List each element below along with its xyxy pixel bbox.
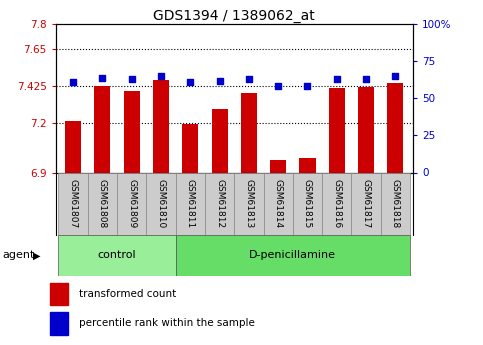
Text: ▶: ▶ — [33, 250, 41, 260]
Point — [128, 76, 136, 82]
Bar — [94, 86, 111, 172]
Bar — [124, 91, 140, 172]
Bar — [153, 80, 169, 172]
Bar — [117, 172, 146, 235]
Bar — [205, 172, 234, 235]
Text: GSM61809: GSM61809 — [127, 179, 136, 228]
Bar — [329, 88, 345, 172]
Text: GSM61817: GSM61817 — [362, 179, 370, 228]
Bar — [50, 312, 68, 335]
Bar — [241, 93, 257, 172]
Text: D-penicillamine: D-penicillamine — [249, 250, 336, 260]
Bar — [50, 283, 68, 306]
Bar — [293, 172, 322, 235]
Text: GSM61813: GSM61813 — [244, 179, 254, 228]
Bar — [352, 172, 381, 235]
Point — [69, 79, 77, 85]
Bar — [176, 172, 205, 235]
Bar — [176, 235, 410, 276]
Bar — [358, 87, 374, 172]
Bar — [182, 124, 199, 172]
Bar — [387, 83, 403, 172]
Bar — [264, 172, 293, 235]
Text: GSM61814: GSM61814 — [274, 179, 283, 228]
Title: GDS1394 / 1389062_at: GDS1394 / 1389062_at — [154, 9, 315, 23]
Text: transformed count: transformed count — [79, 289, 176, 299]
Bar — [146, 172, 176, 235]
Bar — [270, 160, 286, 172]
Text: GSM61808: GSM61808 — [98, 179, 107, 228]
Text: GSM61812: GSM61812 — [215, 179, 224, 228]
Point — [245, 76, 253, 82]
Bar — [299, 158, 315, 172]
Bar — [58, 172, 88, 235]
Bar — [65, 121, 81, 172]
Bar — [88, 172, 117, 235]
Text: GSM61810: GSM61810 — [156, 179, 166, 228]
Text: percentile rank within the sample: percentile rank within the sample — [79, 318, 255, 328]
Point — [99, 75, 106, 80]
Point — [392, 73, 399, 79]
Text: GSM61807: GSM61807 — [69, 179, 78, 228]
Text: control: control — [98, 250, 136, 260]
Point — [304, 84, 312, 89]
Text: agent: agent — [2, 250, 35, 260]
Text: GSM61815: GSM61815 — [303, 179, 312, 228]
Bar — [322, 172, 352, 235]
Point — [157, 73, 165, 79]
Point — [274, 84, 282, 89]
Text: GSM61816: GSM61816 — [332, 179, 341, 228]
Text: GSM61818: GSM61818 — [391, 179, 400, 228]
Text: GSM61811: GSM61811 — [186, 179, 195, 228]
Point — [186, 79, 194, 85]
Point — [333, 76, 341, 82]
Bar — [58, 235, 176, 276]
Bar — [234, 172, 264, 235]
Point — [362, 76, 370, 82]
Bar — [381, 172, 410, 235]
Bar — [212, 109, 227, 172]
Point — [216, 78, 224, 83]
